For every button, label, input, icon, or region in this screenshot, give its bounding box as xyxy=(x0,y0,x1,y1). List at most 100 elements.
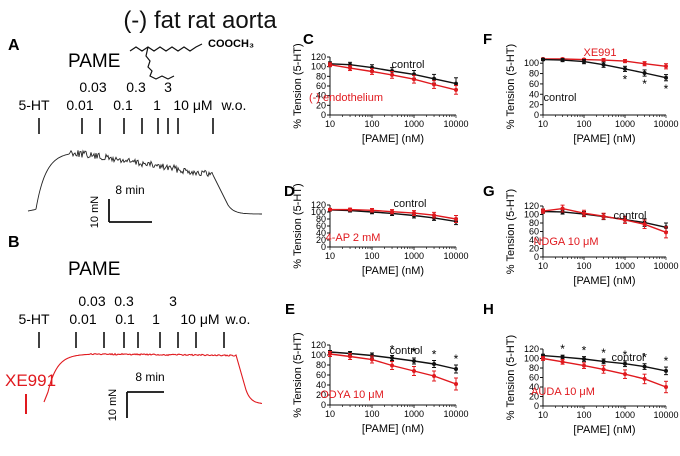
significance-star: * xyxy=(664,82,669,96)
y-tick-label: 20 xyxy=(529,100,539,110)
panel-b-conc-0.1: 0.1 xyxy=(115,311,135,327)
significance-star: * xyxy=(664,354,669,368)
data-point-treatment xyxy=(623,218,627,223)
data-point-treatment xyxy=(412,369,416,373)
panel-a-agonist: 5-HT xyxy=(18,97,50,113)
panel-g-letter: G xyxy=(483,183,495,200)
data-point-treatment xyxy=(623,59,627,64)
panel-b-conc-3: 3 xyxy=(169,293,177,309)
panel-b-force-scale: 10 mN xyxy=(107,389,119,421)
data-point-control xyxy=(664,75,668,80)
panel-a-conc-10: 10 μM xyxy=(173,97,212,113)
significance-star: * xyxy=(582,344,587,358)
y-axis-label: % Tension (5-HT) xyxy=(292,332,304,417)
y-tick-label: 0 xyxy=(321,400,326,410)
data-point-treatment xyxy=(412,77,416,82)
data-point-treatment xyxy=(642,376,647,381)
significance-star: * xyxy=(642,77,647,91)
x-tick-label: 10000 xyxy=(653,119,678,129)
data-point-control xyxy=(432,362,437,366)
y-tick-label: 0 xyxy=(534,252,539,262)
series-label-control: control xyxy=(543,92,576,104)
data-point-treatment xyxy=(370,357,374,362)
x-tick-label: 10 xyxy=(538,119,548,129)
y-tick-label: 20 xyxy=(529,244,539,254)
x-tick-label: 1000 xyxy=(615,261,635,271)
panel-c-letter: C xyxy=(303,31,314,48)
panel-a-washout: w.o. xyxy=(221,97,247,113)
y-tick-label: 60 xyxy=(529,373,539,383)
panel-b-washout: w.o. xyxy=(225,311,251,327)
panel-d-letter: D xyxy=(284,183,295,200)
x-axis-label: [PAME] (nM) xyxy=(362,423,424,435)
data-point-control xyxy=(390,356,395,360)
data-point-treatment xyxy=(328,207,332,212)
y-tick-label: 80 xyxy=(529,69,539,79)
x-tick-label: 1000 xyxy=(404,251,424,261)
data-point-treatment xyxy=(412,211,416,216)
panel-a-letter: A xyxy=(8,37,20,54)
panel-b-scale-bar xyxy=(126,391,164,418)
series-label-control: control xyxy=(393,198,426,210)
data-point-treatment xyxy=(601,58,606,63)
significance-star: * xyxy=(432,348,437,362)
y-tick-label: 20 xyxy=(316,390,326,400)
significance-star: * xyxy=(623,72,628,86)
series-label-control: control xyxy=(611,352,644,364)
panel-b-agonist: 5-HT xyxy=(18,311,50,327)
x-tick-label: 10 xyxy=(538,261,548,271)
x-tick-label: 100 xyxy=(576,119,591,129)
significance-star: * xyxy=(560,342,565,356)
y-tick-label: 60 xyxy=(316,81,326,91)
y-tick-label: 0 xyxy=(321,242,326,252)
x-tick-label: 10000 xyxy=(443,409,468,419)
data-point-treatment xyxy=(370,208,374,213)
data-point-treatment xyxy=(642,61,647,66)
data-point-treatment xyxy=(664,64,668,69)
series-label-control: control xyxy=(613,210,646,222)
panel-a-force-scale: 10 mN xyxy=(89,196,101,228)
x-tick-label: 10000 xyxy=(443,251,468,261)
data-point-treatment xyxy=(582,211,586,216)
y-axis-label: % Tension (5-HT) xyxy=(292,183,304,268)
panel-a-scale-bar xyxy=(108,199,152,223)
data-point-treatment xyxy=(348,354,353,359)
y-tick-label: 120 xyxy=(311,340,326,350)
data-point-control xyxy=(582,356,586,361)
y-tick-label: 20 xyxy=(529,392,539,402)
pame-structure-icon xyxy=(129,43,203,80)
data-point-control xyxy=(541,57,545,62)
x-tick-label: 1000 xyxy=(404,119,424,129)
panel-b: B PAME 0.03 0.3 3 5-HT 0.01 0.1 1 10 μM … xyxy=(5,234,263,421)
panel-a-conc-0.03: 0.03 xyxy=(79,79,106,95)
data-point-treatment xyxy=(390,72,395,77)
data-point-control xyxy=(560,355,565,360)
x-tick-label: 100 xyxy=(576,261,591,271)
panel-a-ticks xyxy=(38,118,214,134)
y-tick-label: 120 xyxy=(524,201,539,211)
panel-b-conc-10: 10 μM xyxy=(180,311,219,327)
data-point-control xyxy=(454,81,458,86)
panel-a-time-scale: 8 min xyxy=(115,183,144,197)
x-axis-label: [PAME] (nM) xyxy=(573,275,635,287)
y-axis-label: % Tension (5-HT) xyxy=(505,189,517,274)
panel-a: A PAME COOCH₃ 0.03 0.3 3 5-HT 0.01 0.1 1… xyxy=(8,37,262,228)
data-point-control xyxy=(642,71,647,76)
data-point-treatment xyxy=(454,382,458,386)
y-tick-label: 100 xyxy=(311,350,326,360)
data-point-control xyxy=(560,58,565,63)
x-axis-label: [PAME] (nM) xyxy=(573,133,635,145)
x-axis-label: [PAME] (nM) xyxy=(362,133,424,145)
y-tick-label: 100 xyxy=(524,58,539,68)
y-axis-label: % Tension (5-HT) xyxy=(505,44,517,129)
series-label-treatment: ODYA 10 μM xyxy=(320,389,384,401)
data-point-treatment xyxy=(390,209,395,214)
data-point-treatment xyxy=(454,87,458,92)
data-point-control xyxy=(601,62,606,67)
